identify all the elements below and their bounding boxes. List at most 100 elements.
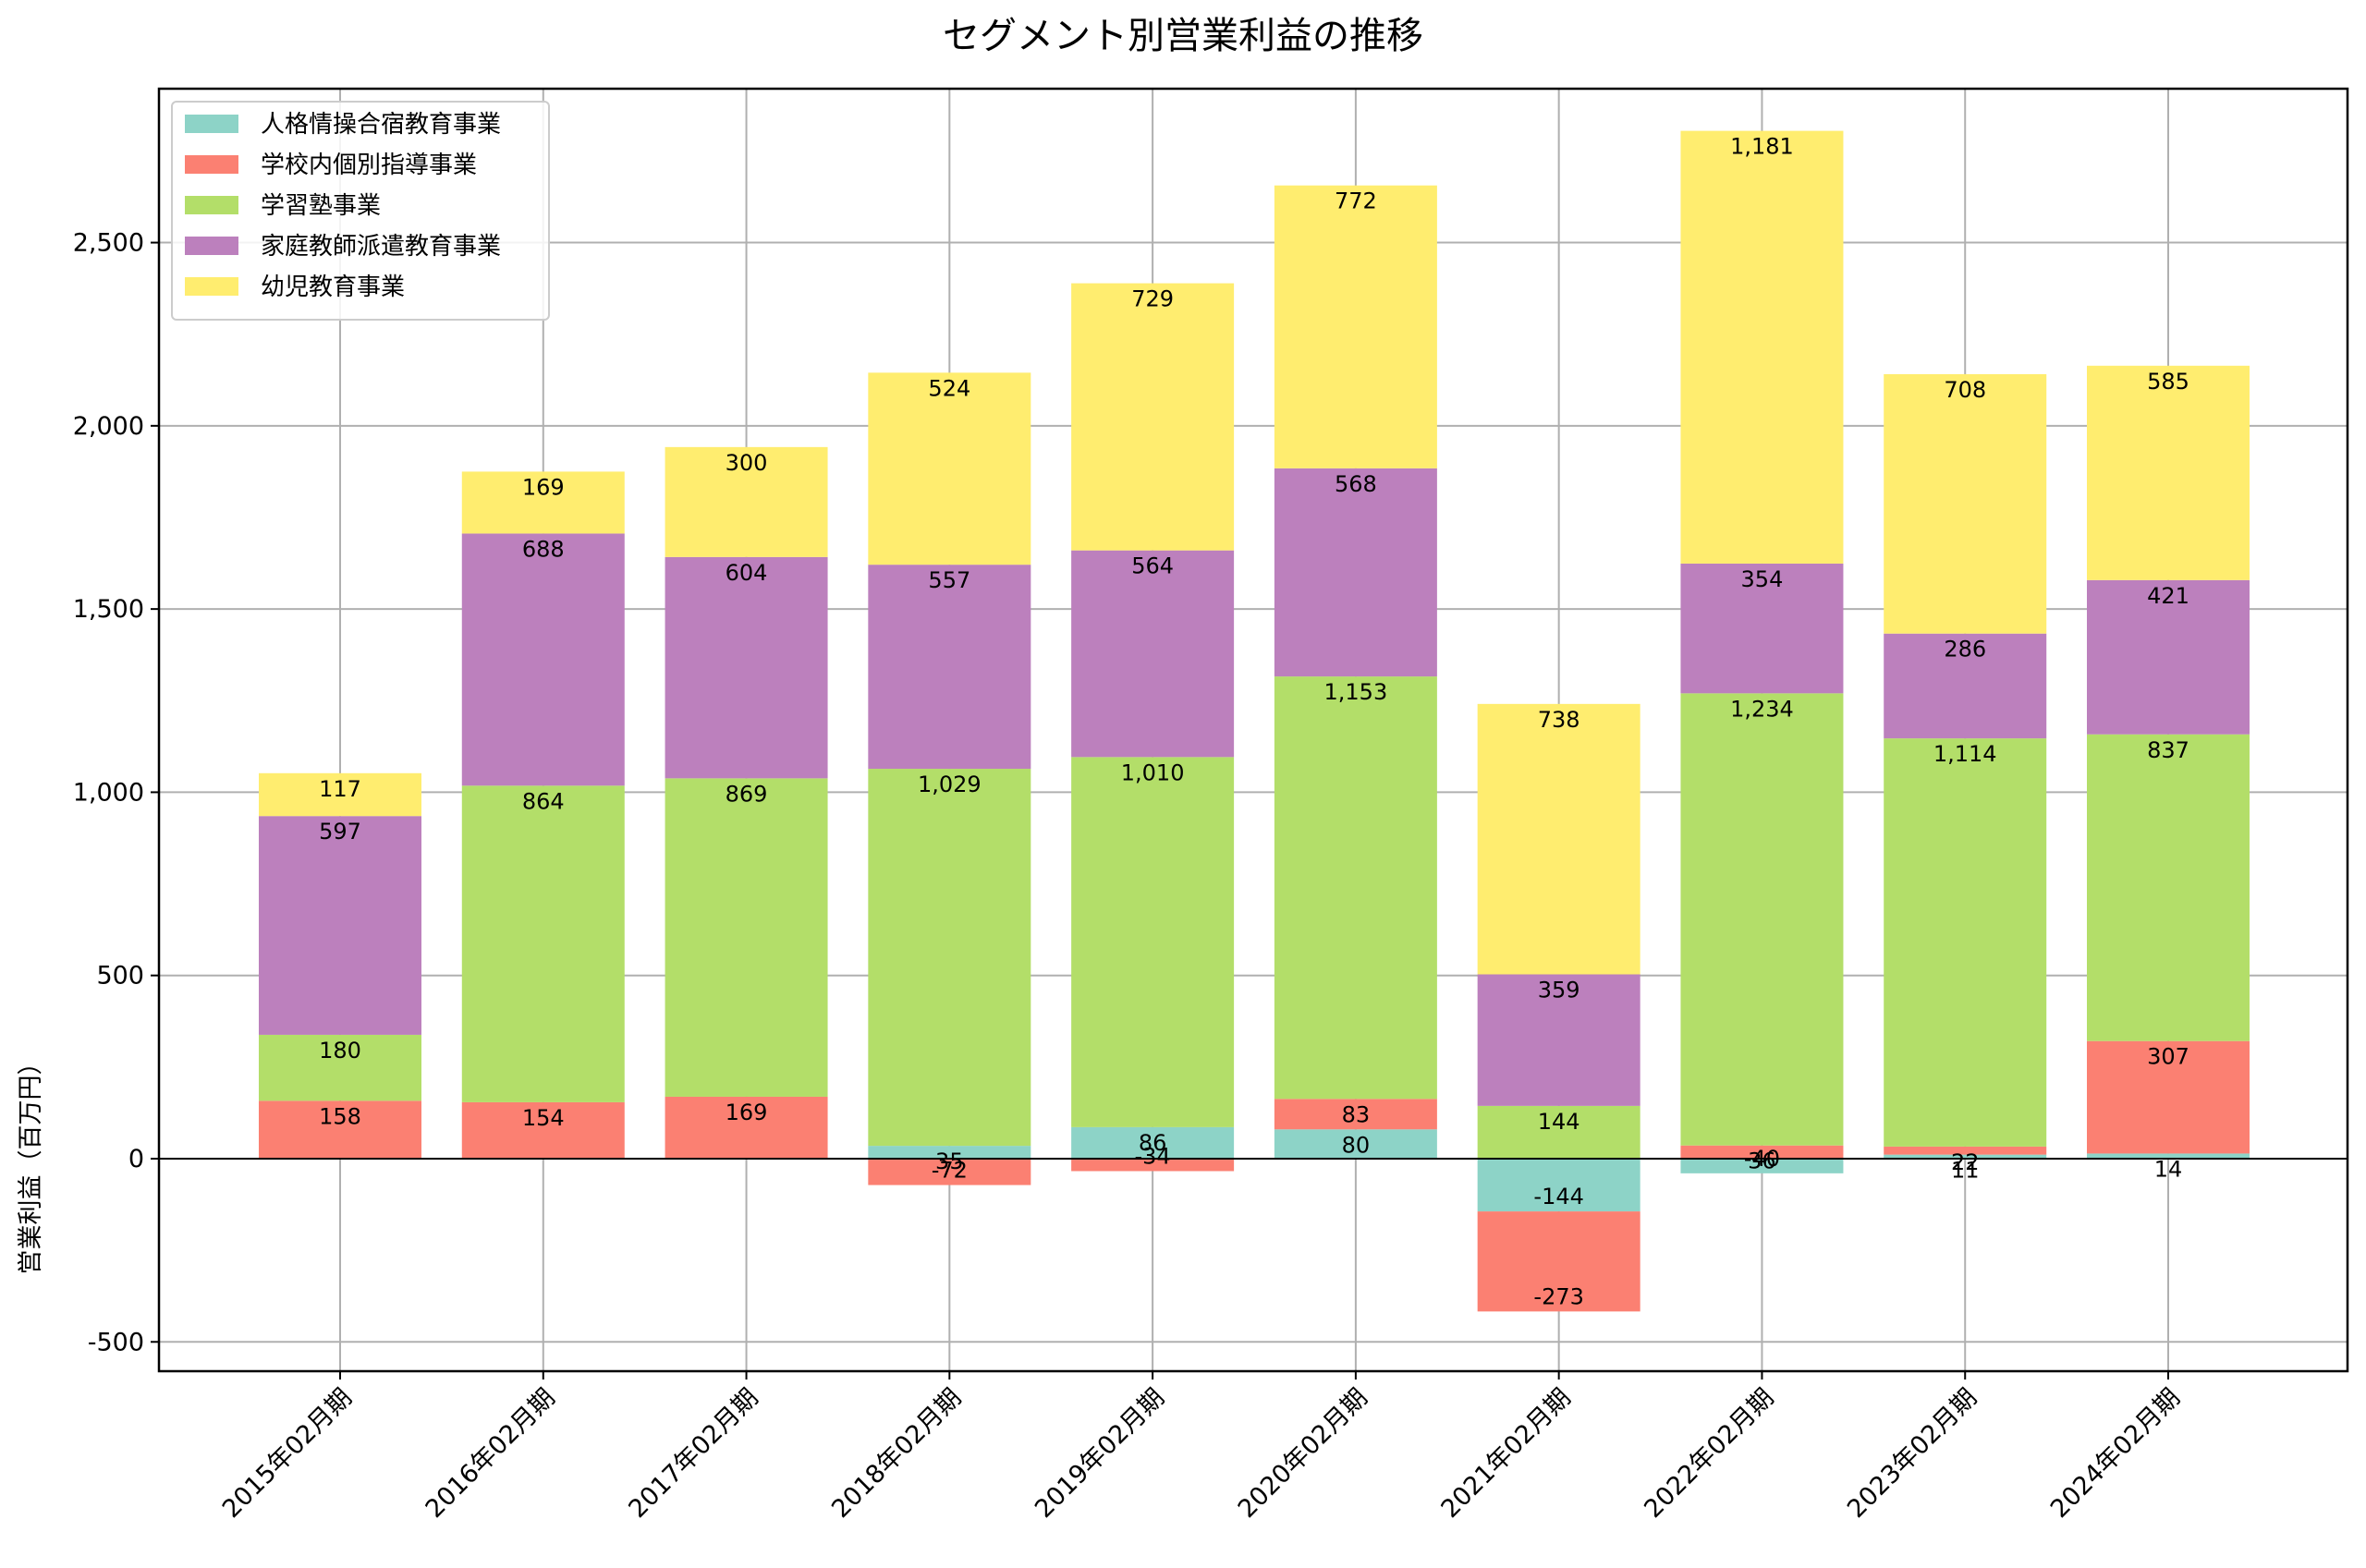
legend-entry: 幼児教育事業 bbox=[261, 273, 405, 301]
data-label: 154 bbox=[522, 1105, 565, 1131]
bar-segment bbox=[1884, 373, 2047, 634]
data-label: 688 bbox=[522, 536, 565, 562]
bar-segment bbox=[2087, 734, 2250, 1041]
data-label: 564 bbox=[1131, 553, 1174, 579]
data-label: 557 bbox=[928, 567, 970, 593]
bar-segment bbox=[1274, 1099, 1437, 1130]
data-label: 36 bbox=[1748, 1149, 1776, 1174]
data-label: 35 bbox=[935, 1149, 964, 1174]
x-tick-label: 2015年02月期 bbox=[217, 1383, 358, 1524]
data-label: 869 bbox=[726, 781, 768, 807]
data-label: -72 bbox=[932, 1158, 968, 1184]
bar-segment bbox=[1680, 1145, 1844, 1159]
bar-segment bbox=[665, 1096, 828, 1159]
legend-swatch bbox=[185, 115, 238, 133]
data-label: 524 bbox=[928, 375, 970, 401]
bar-segment bbox=[1477, 974, 1640, 1106]
data-label: 597 bbox=[319, 819, 361, 845]
legend-swatch bbox=[185, 155, 238, 174]
bar-segment bbox=[461, 1101, 625, 1159]
data-label: 738 bbox=[1538, 707, 1580, 733]
data-label: 83 bbox=[1342, 1101, 1371, 1127]
bar-segment bbox=[868, 769, 1031, 1147]
data-label: 708 bbox=[1944, 377, 1986, 403]
bar-segment bbox=[1274, 1129, 1437, 1159]
legend-entry: 学習塾事業 bbox=[261, 192, 381, 220]
bar-segment bbox=[1274, 468, 1437, 677]
data-label: 169 bbox=[726, 1100, 768, 1125]
bar-segment bbox=[259, 816, 421, 1035]
legend-box bbox=[171, 101, 550, 321]
data-label: 1,114 bbox=[1933, 741, 1997, 767]
bar-segment bbox=[1071, 757, 1235, 1127]
y-tick-label: 500 bbox=[96, 962, 144, 991]
bar-segment bbox=[2087, 1153, 2250, 1159]
bar-segment bbox=[665, 556, 828, 779]
legend-swatch bbox=[185, 237, 238, 255]
x-tick-label: 2021年02月期 bbox=[1436, 1383, 1577, 1524]
bar-segment bbox=[2087, 579, 2250, 735]
bars bbox=[259, 130, 2250, 1312]
y-tick-label: 2,000 bbox=[73, 412, 144, 441]
data-label: 729 bbox=[1131, 286, 1174, 312]
y-tick-label: 0 bbox=[128, 1145, 144, 1173]
data-label: 1,153 bbox=[1324, 679, 1388, 705]
data-label: 307 bbox=[2147, 1044, 2189, 1070]
data-label: 585 bbox=[2147, 369, 2189, 395]
data-label: 772 bbox=[1335, 188, 1377, 214]
data-label: 837 bbox=[2147, 737, 2189, 763]
data-label: 1,029 bbox=[918, 772, 982, 797]
data-label: -144 bbox=[1533, 1184, 1583, 1209]
data-label: -273 bbox=[1533, 1283, 1583, 1309]
bar-segment bbox=[1884, 633, 2047, 739]
bar-segment bbox=[1680, 693, 1844, 1146]
legend-swatch bbox=[185, 277, 238, 296]
legend-entry: 人格情操合宿教育事業 bbox=[261, 111, 501, 139]
bar-segment bbox=[665, 778, 828, 1097]
x-tick-label: 2017年02月期 bbox=[623, 1383, 763, 1524]
bar-segment bbox=[1071, 283, 1235, 551]
bar-segment bbox=[259, 1034, 421, 1101]
y-tick-label: -500 bbox=[88, 1328, 144, 1356]
data-label: 1,181 bbox=[1730, 134, 1794, 160]
bar-segment bbox=[259, 1100, 421, 1159]
bar-segment bbox=[2087, 365, 2250, 580]
data-label: 1,010 bbox=[1121, 760, 1185, 785]
x-tick-label: 2018年02月期 bbox=[826, 1383, 967, 1524]
data-label: 80 bbox=[1342, 1132, 1371, 1158]
data-label: -34 bbox=[1135, 1143, 1171, 1169]
bar-segment bbox=[461, 533, 625, 786]
x-tick-label: 2023年02月期 bbox=[1842, 1383, 1982, 1524]
data-label: 14 bbox=[2154, 1156, 2183, 1182]
data-label: 22 bbox=[1951, 1149, 1980, 1175]
data-label: 300 bbox=[726, 450, 768, 476]
data-label: 359 bbox=[1538, 978, 1580, 1003]
bar-segment bbox=[1274, 676, 1437, 1100]
data-label: 421 bbox=[2147, 583, 2189, 609]
bar-segment bbox=[868, 372, 1031, 565]
chart-title: セグメント別営業利益の推移 bbox=[943, 15, 1423, 57]
plot-frame bbox=[157, 87, 2349, 1373]
data-label: 286 bbox=[1944, 637, 1986, 662]
bar-segment bbox=[665, 446, 828, 557]
data-label: 1,234 bbox=[1730, 696, 1794, 722]
bar-segment bbox=[1477, 1158, 1640, 1212]
x-tick-label: 2022年02月期 bbox=[1639, 1383, 1779, 1524]
bar-segment bbox=[259, 772, 421, 817]
y-tick-label: 1,000 bbox=[73, 778, 144, 807]
data-label: 117 bbox=[319, 776, 361, 802]
bar-segment bbox=[868, 1146, 1031, 1159]
legend-entry: 家庭教師派遣教育事業 bbox=[261, 233, 501, 261]
x-tick-label: 2020年02月期 bbox=[1233, 1383, 1373, 1524]
x-tick-label: 2019年02月期 bbox=[1030, 1383, 1170, 1524]
data-label: 144 bbox=[1538, 1109, 1580, 1135]
y-tick-label: 2,500 bbox=[73, 229, 144, 258]
data-label: 354 bbox=[1741, 566, 1784, 592]
bar-segment bbox=[868, 565, 1031, 770]
data-label: 864 bbox=[522, 788, 565, 814]
x-tick-label: 2024年02月期 bbox=[2045, 1383, 2186, 1524]
bar-segment bbox=[2087, 1040, 2250, 1154]
